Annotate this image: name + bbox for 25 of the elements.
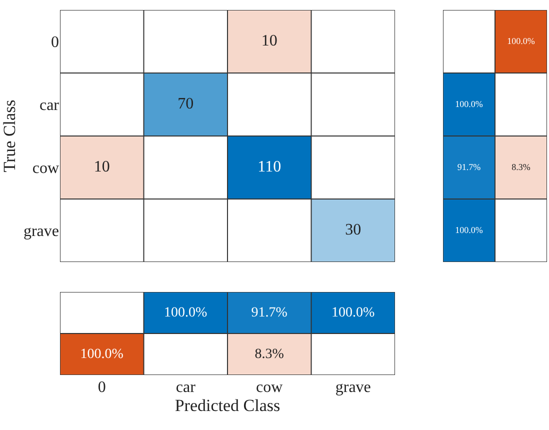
data-label: 8.3% [254, 346, 284, 362]
y-tick-label: cow [32, 160, 60, 178]
data-label: 70 [178, 96, 194, 112]
y-tick-label: grave [23, 223, 59, 240]
data-label: 110 [258, 158, 282, 176]
data-label: 100.0% [80, 346, 124, 362]
y-tick-label: 0 [51, 34, 59, 52]
data-label: 100.0% [164, 305, 208, 320]
x-tick-label: cow [256, 379, 284, 396]
data-label: 91.7% [251, 305, 288, 320]
y-axis-title: True Class [0, 100, 19, 172]
data-label: 100.0% [455, 224, 484, 235]
data-label: 100.0% [507, 36, 536, 46]
data-label: 100.0% [455, 98, 484, 109]
data-label: 91.7% [457, 162, 482, 172]
x-tick-label: grave [335, 379, 371, 396]
x-tick-label: car [176, 379, 196, 396]
y-tick-label: car [39, 97, 60, 114]
x-axis-title: Predicted Class [174, 396, 280, 415]
data-label: 30 [345, 222, 362, 238]
x-tick-label: 0 [98, 379, 106, 396]
data-label: 100.0% [332, 305, 376, 320]
data-label: 10 [261, 32, 278, 50]
data-label: 8.3% [512, 162, 531, 172]
data-label: 10 [94, 158, 110, 176]
